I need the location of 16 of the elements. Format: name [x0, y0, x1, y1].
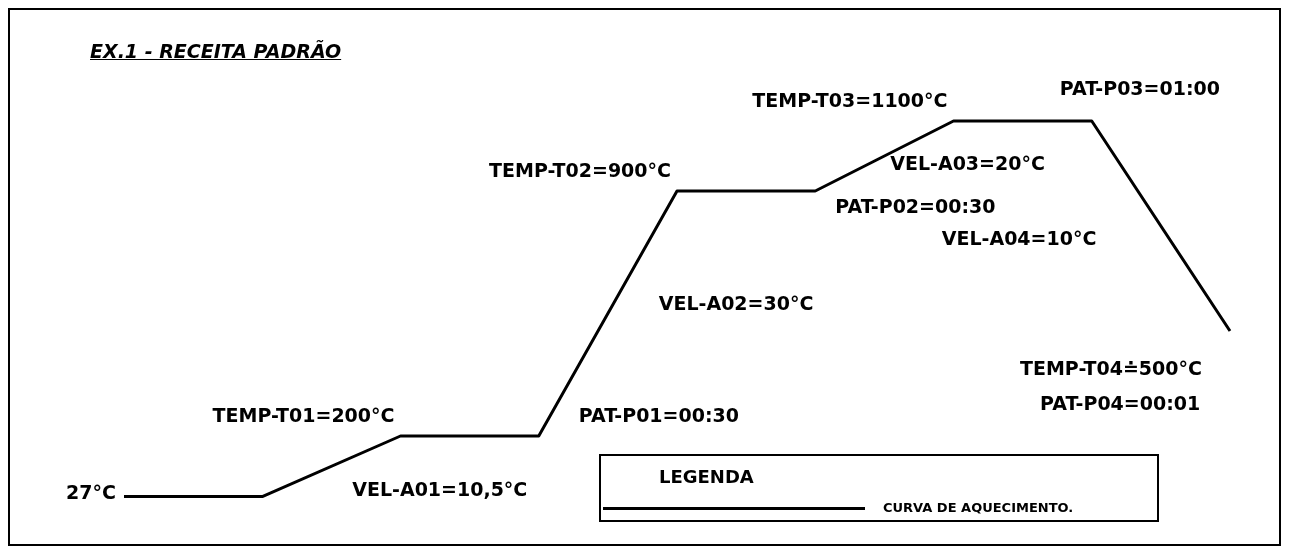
text: PAT-P03=01:00	[1059, 77, 1220, 100]
annotation: PAT-P01=00:30	[578, 404, 739, 427]
annotation: VEL-A02=30°C	[658, 292, 814, 315]
data-label: TEMP-T01=200°C	[212, 404, 395, 427]
data-label: 27°C	[66, 480, 116, 503]
text: CURVA DE AQUECIMENTO.	[883, 500, 1074, 515]
data-label: TEMP-T04≐500°C	[1020, 357, 1202, 380]
annotation: PAT-P04=00:01	[1040, 392, 1201, 415]
legend-title: LEGENDA	[659, 466, 754, 487]
data-label: TEMP-T03=1100°C	[752, 89, 948, 112]
annotation: VEL-A01=10,5°C	[352, 477, 528, 500]
annotation: VEL-A03=20°C	[890, 152, 1045, 175]
chart-title: EX.1 - RECEITA PADRÃO	[90, 40, 342, 62]
data-label: TEMP-T02=900°C	[489, 159, 671, 182]
annotation: VEL-A04=10°C	[941, 227, 1097, 250]
annotation: PAT-P02=00:30	[835, 195, 996, 218]
